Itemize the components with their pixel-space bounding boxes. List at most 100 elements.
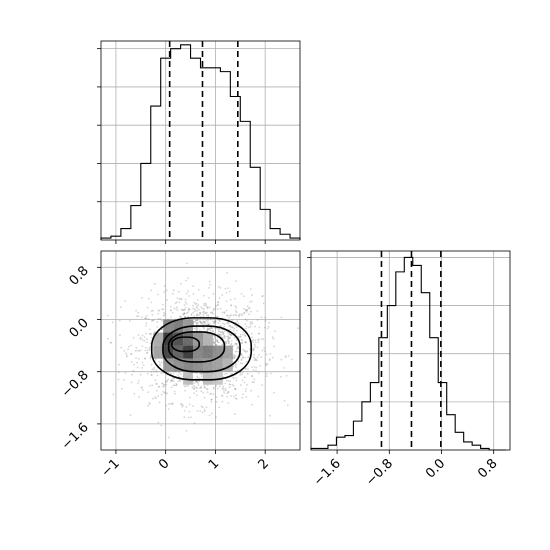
joint-scatter-point [227, 322, 230, 324]
joint-scatter-point [207, 319, 210, 321]
joint-scatter-point [197, 384, 200, 386]
joint-scatter-point [254, 339, 256, 342]
joint-scatter-point [242, 356, 244, 359]
joint-scatter-point [202, 326, 205, 329]
joint-scatter-point [240, 339, 243, 341]
joint-scatter-point [200, 375, 203, 378]
joint-scatter-point [204, 312, 207, 315]
joint-scatter-point [208, 280, 211, 283]
joint-scatter-point [235, 329, 238, 332]
joint-scatter-point [153, 371, 155, 373]
joint-scatter-point [242, 348, 245, 351]
joint-scatter-point [242, 330, 245, 333]
joint-scatter-point [180, 316, 182, 319]
joint-scatter-point [170, 309, 172, 311]
joint-scatter-point [222, 333, 225, 336]
joint-scatter-point [147, 404, 150, 407]
joint-scatter-point [273, 391, 275, 394]
joint-density-cell [163, 332, 174, 346]
joint-scatter-point [215, 401, 218, 403]
joint-scatter-point [251, 375, 253, 378]
joint-scatter-point [205, 320, 208, 322]
joint-scatter-point [235, 394, 237, 397]
joint-scatter-point [165, 289, 168, 292]
joint-density-cell [202, 358, 213, 372]
joint-scatter-point [145, 346, 147, 349]
joint-scatter-point [223, 337, 225, 340]
joint-scatter-point [178, 371, 181, 374]
joint-scatter-point [193, 387, 195, 390]
joint-scatter-point [244, 376, 246, 379]
joint-scatter-point [141, 334, 144, 337]
joint-scatter-point [161, 319, 163, 322]
joint-scatter-point [233, 356, 235, 359]
joint-scatter-point [228, 324, 231, 327]
joint-scatter-point [187, 290, 189, 293]
joint-scatter-point [227, 331, 230, 334]
joint-scatter-point [208, 287, 210, 289]
joint-scatter-point [162, 390, 165, 393]
joint-scatter-point [237, 335, 240, 338]
joint-scatter-point [221, 400, 224, 403]
joint-scatter-point [241, 314, 244, 317]
joint-scatter-point [215, 343, 218, 346]
joint-scatter-point [199, 372, 202, 375]
joint-scatter-point [132, 370, 135, 372]
joint-scatter-point [180, 403, 183, 406]
joint-density-cell [193, 358, 203, 372]
joint-scatter-point [166, 392, 169, 395]
joint-scatter-point [233, 377, 235, 380]
joint-scatter-point [286, 404, 289, 407]
joint-scatter-point [150, 363, 153, 366]
joint-scatter-point [183, 308, 186, 311]
joint-scatter-point [204, 386, 207, 389]
joint-density-cell [183, 332, 194, 346]
joint-scatter-point [172, 292, 174, 295]
marginal-y-x-tick-label: −0.8 [363, 456, 396, 489]
joint-scatter-point [224, 336, 226, 338]
joint-scatter-point [253, 359, 256, 361]
joint-scatter-point [202, 315, 205, 317]
joint-scatter-point [109, 341, 112, 344]
joint-scatter-point [214, 327, 217, 330]
joint-scatter-point [226, 322, 229, 325]
joint-scatter-point [233, 354, 236, 356]
joint-scatter-point [148, 297, 150, 300]
joint-scatter-point [244, 318, 247, 321]
joint-scatter-point [200, 373, 203, 375]
joint-scatter-point [280, 358, 283, 361]
joint-scatter-point [228, 337, 231, 339]
joint-scatter-point [243, 312, 246, 315]
joint-scatter-point [118, 363, 120, 366]
joint-scatter-point [261, 384, 263, 386]
joint-scatter-point [221, 388, 224, 390]
joint-scatter-point [271, 356, 274, 359]
joint-scatter-point [196, 322, 199, 325]
joint-density-cell [202, 332, 213, 346]
joint-scatter-point [145, 322, 148, 324]
joint-scatter-point [257, 372, 260, 374]
joint-density-cell [212, 345, 223, 359]
joint-scatter-point [201, 307, 204, 310]
joint-scatter-point [153, 367, 156, 369]
joint-scatter-point [283, 399, 286, 402]
joint-scatter-point [149, 403, 151, 405]
joint-scatter-point [198, 329, 201, 331]
joint-scatter-point [201, 411, 204, 413]
joint-scatter-point [237, 360, 240, 363]
joint-scatter-point [214, 320, 217, 322]
joint-scatter-point [150, 301, 153, 304]
joint-scatter-point [166, 299, 168, 301]
joint-scatter-point [256, 310, 259, 312]
joint-scatter-point [256, 319, 259, 321]
joint-scatter-point [127, 348, 129, 351]
joint-scatter-point [118, 319, 121, 322]
joint-scatter-point [139, 337, 142, 339]
joint-scatter-point [223, 334, 226, 337]
joint-scatter-point [84, 344, 86, 346]
joint-scatter-point [167, 436, 170, 439]
joint-scatter-point [171, 403, 174, 405]
joint-scatter-point [234, 324, 236, 327]
joint-scatter-point [206, 328, 209, 330]
joint-scatter-point [253, 356, 255, 359]
